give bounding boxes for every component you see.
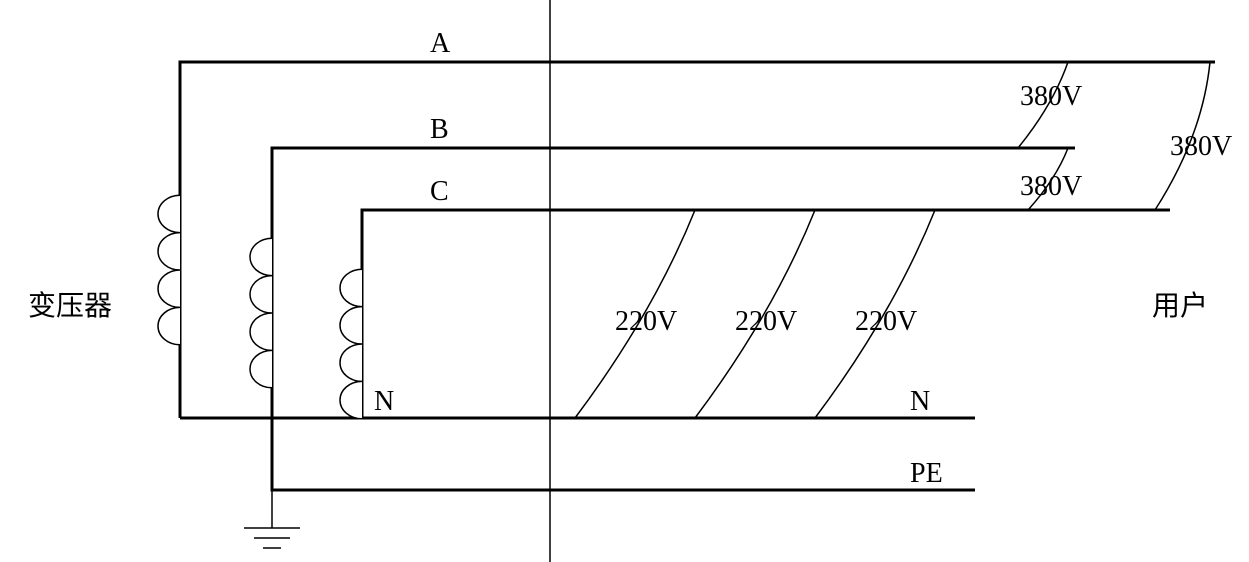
pe-line xyxy=(272,418,975,490)
phase-a-line xyxy=(180,62,1215,418)
coil-b xyxy=(250,238,272,388)
label-transformer: 变压器 xyxy=(28,290,112,322)
label-220-2: 220V xyxy=(735,306,797,337)
electrical-diagram: 变压器 用户 A B C N N PE 380V 380V 380V 220V … xyxy=(0,0,1249,562)
label-neutral-right: N xyxy=(910,386,930,417)
phase-b-line xyxy=(272,148,1075,418)
label-380-bc: 380V xyxy=(1020,171,1082,202)
label-user: 用户 xyxy=(1152,290,1208,322)
label-220-1: 220V xyxy=(615,306,677,337)
label-neutral-left: N xyxy=(374,386,394,417)
label-380-ac: 380V xyxy=(1170,131,1232,162)
label-380-ab: 380V xyxy=(1020,81,1082,112)
label-phase-c: C xyxy=(430,176,449,207)
coil-c xyxy=(340,269,362,419)
ground-symbol xyxy=(244,490,300,548)
label-phase-a: A xyxy=(430,28,451,59)
label-phase-b: B xyxy=(430,114,449,145)
coil-a xyxy=(158,195,180,345)
label-220-3: 220V xyxy=(855,306,917,337)
label-pe: PE xyxy=(910,458,943,489)
